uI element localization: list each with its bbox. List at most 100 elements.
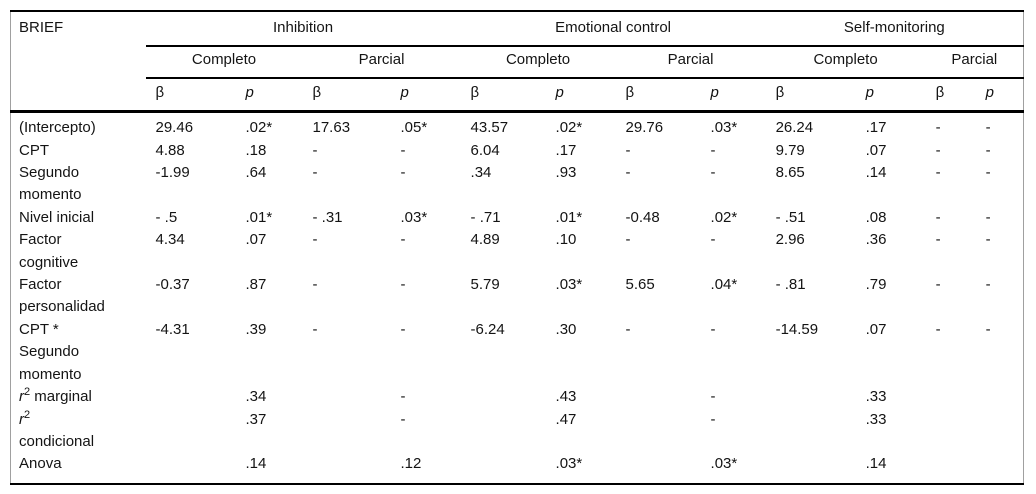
- value-cell: -: [400, 141, 406, 159]
- value-cell: -: [710, 141, 716, 159]
- stat-header-row: β p β p β p β p β p β p: [11, 77, 1024, 114]
- value-cell: [926, 386, 976, 408]
- value-cell: .33: [865, 410, 887, 428]
- value-cell: -: [935, 276, 941, 294]
- r-squared-symbol: r: [19, 388, 24, 406]
- value-cell: -: [935, 231, 941, 249]
- value-cell: 8.65: [775, 164, 805, 182]
- value-cell: .02*: [710, 208, 738, 226]
- value-cell: - .5: [155, 208, 178, 226]
- value-cell: -: [400, 276, 406, 294]
- value-cell: -: [400, 231, 406, 249]
- value-cell: [766, 453, 856, 483]
- value-cell: -: [400, 388, 406, 406]
- group-header-emotional-control: Emotional control: [460, 11, 766, 48]
- value-cell: 2.96: [775, 231, 805, 249]
- row-label: (Intercepto): [19, 119, 96, 137]
- value-cell: -: [710, 410, 716, 428]
- beta-column-header: β: [765, 77, 856, 114]
- value-cell: - .71: [470, 208, 501, 226]
- row-label: Segundo momento: [19, 164, 82, 204]
- value-cell: .33: [865, 388, 887, 406]
- value-cell: -: [625, 231, 631, 249]
- value-cell: .12: [400, 455, 422, 473]
- value-cell: [461, 409, 546, 454]
- table-row-anova: Anova .14 .12 .03* .03* .14: [11, 453, 1024, 483]
- row-label: CPT: [19, 141, 49, 159]
- superscript-2: 2: [24, 408, 31, 421]
- value-cell: .36: [865, 231, 887, 249]
- value-cell: [616, 386, 701, 408]
- group-header-inhibition: Inhibition: [145, 11, 461, 48]
- value-cell: -: [710, 320, 716, 338]
- row-label: Factor personalidad: [19, 276, 105, 316]
- value-cell: -: [935, 164, 941, 182]
- value-cell: -: [985, 164, 991, 182]
- value-cell: - .81: [775, 276, 806, 294]
- value-cell: .03*: [400, 208, 428, 226]
- value-cell: .10: [555, 231, 577, 249]
- row-label-text: marginal: [30, 388, 92, 406]
- row-label: Factor cognitive: [19, 231, 79, 271]
- table-row-cpt-segundo-momento: CPT * Segundo momento -4.31 .39 - - -6.2…: [11, 319, 1024, 386]
- superscript-2: 2: [24, 386, 31, 399]
- table-row-r2-marginal: r2 marginal .34 - .43 - .33: [11, 386, 1024, 408]
- value-cell: [146, 409, 236, 454]
- value-cell: .05*: [400, 119, 428, 137]
- value-cell: 17.63: [312, 119, 351, 137]
- value-cell: [303, 386, 391, 408]
- beta-column-header: β: [145, 77, 236, 114]
- value-cell: .03*: [710, 455, 738, 473]
- value-cell: [616, 453, 701, 483]
- value-cell: [146, 386, 236, 408]
- subgroup-header-completo: Completo: [460, 46, 616, 79]
- value-cell: [976, 409, 1024, 454]
- value-cell: .01*: [245, 208, 273, 226]
- value-cell: .07: [865, 320, 887, 338]
- value-cell: [926, 409, 976, 454]
- beta-column-header: β: [460, 77, 546, 114]
- value-cell: -: [312, 231, 318, 249]
- value-cell: .04*: [710, 276, 738, 294]
- value-cell: 5.79: [470, 276, 500, 294]
- value-cell: .14: [865, 164, 887, 182]
- value-cell: -: [935, 119, 941, 137]
- value-cell: -: [710, 388, 716, 406]
- value-cell: -: [985, 276, 991, 294]
- p-column-header: p: [700, 77, 766, 114]
- value-cell: -: [625, 141, 631, 159]
- value-cell: -: [935, 320, 941, 338]
- value-cell: -0.48: [625, 208, 660, 226]
- value-cell: .64: [245, 164, 267, 182]
- value-cell: [461, 386, 546, 408]
- value-cell: .02*: [245, 119, 273, 137]
- row-label: CPT * Segundo momento: [19, 320, 82, 383]
- table-row-factor-cognitive: Factor cognitive 4.34 .07 - - 4.89 .10 -…: [11, 229, 1024, 274]
- brief-regression-table: BRIEF Inhibition Emotional control Self-…: [10, 10, 1025, 485]
- value-cell: [461, 453, 546, 483]
- value-cell: [146, 453, 236, 483]
- value-cell: [766, 409, 856, 454]
- value-cell: 29.46: [155, 119, 194, 137]
- value-cell: -: [985, 119, 991, 137]
- value-cell: -: [625, 320, 631, 338]
- value-cell: [976, 453, 1024, 483]
- value-cell: .37: [245, 410, 267, 428]
- value-cell: .93: [555, 164, 577, 182]
- subgroup-header-completo: Completo: [145, 46, 303, 79]
- value-cell: .87: [245, 276, 267, 294]
- value-cell: .02*: [555, 119, 583, 137]
- value-cell: .07: [865, 141, 887, 159]
- value-cell: .17: [865, 119, 887, 137]
- value-cell: -: [985, 320, 991, 338]
- value-cell: - .51: [775, 208, 806, 226]
- value-cell: - .31: [312, 208, 343, 226]
- p-column-header: p: [235, 77, 303, 114]
- beta-column-header: β: [925, 77, 976, 114]
- value-cell: 4.89: [470, 231, 500, 249]
- value-cell: [926, 453, 976, 483]
- value-cell: -: [312, 164, 318, 182]
- value-cell: .43: [555, 388, 577, 406]
- value-cell: -0.37: [155, 276, 190, 294]
- value-cell: .01*: [555, 208, 583, 226]
